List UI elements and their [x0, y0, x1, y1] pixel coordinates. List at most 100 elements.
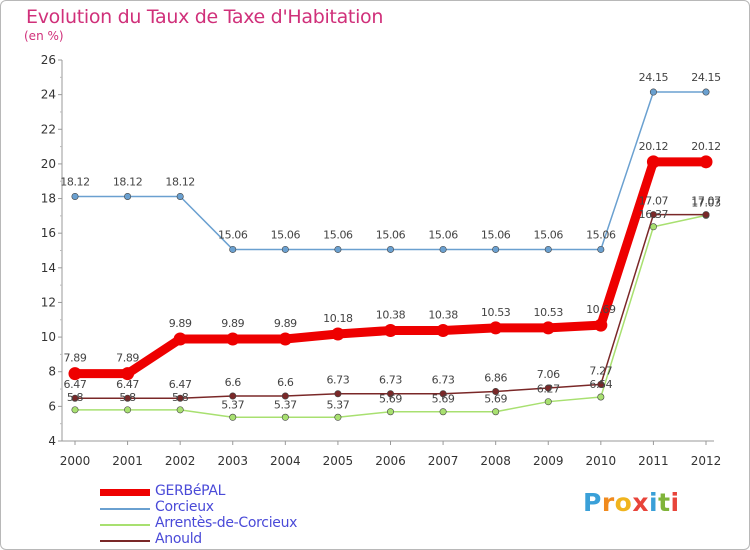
data-point	[278, 332, 292, 346]
data-label: 17.07	[691, 195, 721, 208]
data-point	[439, 408, 447, 416]
data-label: 20.12	[691, 140, 721, 153]
data-point	[489, 321, 503, 335]
logo-letter: i	[670, 488, 680, 517]
data-label: 6.54	[589, 378, 612, 391]
data-point	[334, 245, 342, 253]
data-label: 9.89	[221, 317, 244, 330]
data-point	[226, 332, 240, 346]
data-label: 17.03	[691, 196, 721, 209]
y-tick-label: 16	[41, 226, 56, 240]
x-tick-label: 2009	[533, 454, 564, 468]
data-point	[176, 394, 184, 402]
data-point	[281, 413, 289, 421]
data-label: 6.47	[116, 378, 139, 391]
data-point	[436, 324, 450, 338]
data-label: 15.06	[481, 228, 511, 241]
data-point	[386, 408, 394, 416]
axes: 4 6 8 10 12 14 16 18 20 22 24 26 2000 2001 2002 2003 200…	[41, 53, 722, 468]
data-point	[649, 223, 657, 231]
series-line-0	[70, 157, 711, 379]
logo-letter: t	[658, 488, 671, 517]
data-label: 6.47	[64, 378, 87, 391]
data-point	[597, 245, 605, 253]
data-point	[492, 245, 500, 253]
y-tick-label: 26	[41, 53, 56, 67]
data-label: 15.06	[534, 228, 564, 241]
legend-label: GERBéPAL	[155, 483, 226, 499]
y-tick-label: 18	[41, 192, 56, 206]
x-tick-label: 2003	[217, 454, 248, 468]
legend-label: Arrentès-de-Corcieux	[155, 515, 298, 531]
x-tick-label: 2011	[638, 454, 669, 468]
data-label: 6.73	[432, 374, 455, 387]
data-label: 15.06	[271, 228, 301, 241]
data-point	[176, 406, 184, 414]
data-label: 7.27	[589, 364, 612, 377]
data-point	[71, 406, 79, 414]
data-label: 5.8	[67, 391, 84, 404]
data-label: 5.69	[432, 393, 455, 406]
data-point	[649, 88, 657, 96]
logo-letter: r	[601, 488, 615, 517]
x-tick-label: 2000	[60, 454, 91, 468]
logo-letter: i	[649, 488, 659, 517]
x-tick-label: 2012	[691, 454, 722, 468]
data-label: 6.6	[277, 376, 294, 389]
data-label: 15.06	[376, 228, 406, 241]
data-label: 18.12	[113, 175, 143, 188]
x-tick-label: 2002	[165, 454, 196, 468]
data-point	[386, 245, 394, 253]
data-label: 24.15	[691, 71, 721, 84]
data-point	[71, 394, 79, 402]
data-point	[544, 384, 552, 392]
series-line-1	[74, 91, 707, 251]
data-point	[281, 392, 289, 400]
data-point	[124, 406, 132, 414]
data-label: 15.06	[428, 228, 458, 241]
legend-swatch	[100, 489, 150, 496]
data-point	[492, 387, 500, 395]
y-tick-label: 22	[41, 122, 56, 136]
data-point	[331, 327, 345, 341]
data-point	[386, 390, 394, 398]
y-tick-label: 24	[41, 88, 56, 102]
data-label: 7.89	[64, 352, 87, 365]
x-tick-label: 2008	[480, 454, 511, 468]
legend-label: Anould	[155, 531, 202, 547]
data-label: 5.37	[221, 398, 244, 411]
data-point	[173, 332, 187, 346]
x-tick-label: 2004	[270, 454, 301, 468]
x-tick-label: 2001	[112, 454, 143, 468]
data-label: 5.69	[379, 393, 402, 406]
data-point	[281, 245, 289, 253]
y-tick-label: 12	[41, 295, 56, 309]
data-label: 6.73	[379, 374, 402, 387]
data-point	[229, 413, 237, 421]
data-label: 5.8	[172, 391, 189, 404]
legend-swatch	[100, 540, 150, 542]
data-label: 6.73	[326, 374, 349, 387]
data-label: 15.06	[323, 228, 353, 241]
data-label: 9.89	[274, 317, 297, 330]
data-label: 5.37	[326, 398, 349, 411]
x-tick-label: 2006	[375, 454, 406, 468]
data-point	[229, 245, 237, 253]
data-point	[544, 245, 552, 253]
data-point	[544, 398, 552, 406]
data-point	[229, 392, 237, 400]
x-tick-label: 2005	[323, 454, 354, 468]
data-label: 10.53	[534, 306, 564, 319]
y-tick-label: 20	[41, 157, 56, 171]
y-tick-label: 8	[48, 365, 56, 379]
legend-swatch	[100, 524, 150, 526]
data-point	[649, 211, 657, 219]
data-point	[702, 88, 710, 96]
y-tick-label: 14	[41, 261, 56, 275]
data-label: 10.38	[376, 309, 406, 322]
legend-label: Corcieux	[155, 499, 214, 515]
data-label: 7.89	[116, 352, 139, 365]
data-label: 7.06	[537, 368, 560, 381]
